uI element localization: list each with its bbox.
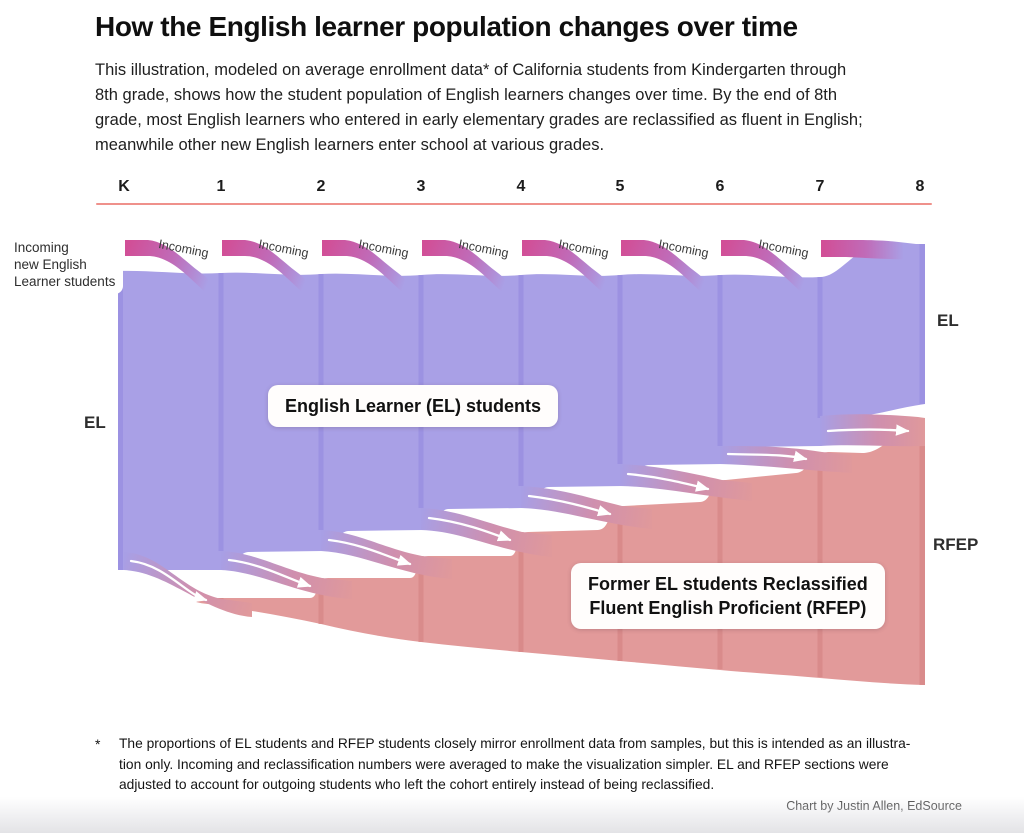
axis-line xyxy=(96,203,932,205)
chart-description-line: meanwhile other new English learners ent… xyxy=(95,136,605,154)
el-band-annotation: English Learner (EL) students xyxy=(268,385,559,427)
footnote-line: tion only. Incoming and reclassification… xyxy=(119,756,889,772)
el-right-label: EL xyxy=(937,311,959,330)
incoming-side-annotation-line: Incoming xyxy=(14,240,69,255)
rfep-right-label: RFEP xyxy=(933,535,979,554)
chart-description-line: 8th grade, shows how the student populat… xyxy=(95,86,838,104)
axis-grade-k: K xyxy=(118,178,130,195)
el-left-label: EL xyxy=(84,413,106,432)
footnote: * The proportions of EL students and RFE… xyxy=(95,734,965,796)
axis-grade-1: 1 xyxy=(216,178,226,195)
incoming-side-annotation-line: new English xyxy=(14,257,87,272)
bottom-fade xyxy=(0,797,1024,833)
rfep-band-annotation: Former EL students Reclassified Fluent E… xyxy=(571,563,885,629)
chart-description: This illustration, modeled on average en… xyxy=(95,58,975,158)
incoming-flows xyxy=(125,240,916,292)
axis-grade-3: 3 xyxy=(416,178,426,195)
flow-arrows xyxy=(129,424,910,602)
axis-grade-7: 7 xyxy=(815,178,825,195)
footnote-asterisk: * xyxy=(95,736,101,752)
axis-grade-5: 5 xyxy=(615,178,625,195)
axis-grade-2: 2 xyxy=(316,178,326,195)
page-title: How the English learner population chang… xyxy=(95,11,798,42)
footnote-line: adjusted to account for outgoing student… xyxy=(119,777,715,793)
rfep-band-annotation-line: Fluent English Proficient (RFEP) xyxy=(589,598,867,618)
incoming-side-annotation: Incoming new English Learner students xyxy=(6,237,124,294)
footnote-line: The proportions of EL students and RFEP … xyxy=(119,736,911,751)
axis-grade-8: 8 xyxy=(915,178,925,195)
rfep-band-annotation-line: Former EL students Reclassified xyxy=(588,574,868,594)
incoming-side-annotation-line: Learner students xyxy=(14,274,116,289)
chart-description-line: grade, most English learners who entered… xyxy=(95,111,863,129)
chart-description-line: This illustration, modeled on average en… xyxy=(95,61,847,79)
axis-grade-4: 4 xyxy=(516,178,526,195)
axis-grade-6: 6 xyxy=(715,178,725,195)
